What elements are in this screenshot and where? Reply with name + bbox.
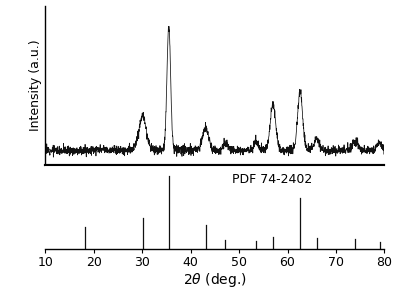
X-axis label: $2\theta$ (deg.): $2\theta$ (deg.) <box>183 271 247 289</box>
Text: PDF 74-2402: PDF 74-2402 <box>232 173 312 186</box>
Y-axis label: Intensity (a.u.): Intensity (a.u.) <box>29 40 43 131</box>
